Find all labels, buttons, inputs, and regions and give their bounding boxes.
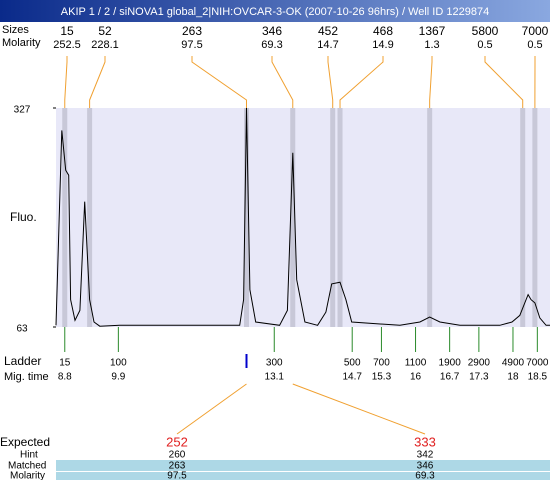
peak-connector xyxy=(271,56,294,108)
peak-size: 5800 xyxy=(472,24,499,38)
match-connector xyxy=(176,383,247,435)
hint-label: Hint xyxy=(20,450,38,461)
peak-size: 7000 xyxy=(522,24,549,38)
hint-value: 342 xyxy=(417,450,434,461)
matched-row xyxy=(56,460,550,471)
peak-band xyxy=(87,108,93,327)
ladder-time: 8.8 xyxy=(58,372,72,383)
peak-connector xyxy=(327,56,334,108)
ladder-time: 18 xyxy=(507,372,519,383)
matched-value: 346 xyxy=(417,461,434,472)
ladder-time: 13.1 xyxy=(265,372,285,383)
peak-band xyxy=(520,108,526,327)
peak-molarity: 69.3 xyxy=(261,39,282,51)
y-tick-label: 63 xyxy=(16,324,28,335)
peak-size: 346 xyxy=(262,24,282,38)
peak-connector xyxy=(191,56,247,108)
peak-band xyxy=(243,108,249,327)
ladder-size: 100 xyxy=(110,358,127,369)
peak-molarity: 97.5 xyxy=(181,39,202,51)
peak-molarity: 0.5 xyxy=(527,39,542,51)
ladder-size: 2900 xyxy=(468,358,491,369)
ladder-size: 1900 xyxy=(439,358,462,369)
ladder-time: 15.3 xyxy=(372,372,392,383)
ladder-time: 16 xyxy=(410,372,422,383)
y-tick-label: 327 xyxy=(14,105,31,116)
hint-value: 260 xyxy=(169,450,186,461)
molarity-row xyxy=(56,472,550,480)
peak-molarity: 252.5 xyxy=(53,39,81,51)
expected-value: 252 xyxy=(166,434,188,449)
plot-area xyxy=(56,108,550,327)
ladder-time: 16.7 xyxy=(440,372,460,383)
peak-band xyxy=(290,108,296,327)
peak-size: 15 xyxy=(60,24,74,38)
ladder-time: 9.9 xyxy=(111,372,125,383)
ladder-time: 18.5 xyxy=(528,372,548,383)
peak-molarity: 1.3 xyxy=(424,39,439,51)
title-bar xyxy=(0,0,550,22)
peak-size: 263 xyxy=(182,24,202,38)
ladder-size: 700 xyxy=(373,358,390,369)
sizes-label: Sizes xyxy=(2,24,29,36)
trace xyxy=(55,107,550,327)
ladder-time: 14.7 xyxy=(342,372,362,383)
ladder-size: 1100 xyxy=(405,358,427,369)
peak-connector xyxy=(64,56,68,108)
peak-connector xyxy=(484,56,524,108)
peak-molarity: 0.5 xyxy=(477,39,492,51)
peak-band xyxy=(330,108,336,327)
peak-size: 452 xyxy=(318,24,338,38)
matched-value: 263 xyxy=(169,461,186,472)
peak-molarity: 14.7 xyxy=(317,39,338,51)
window-title: AKIP 1 / 2 / siNOVA1 global_2|NIH:OVCAR-… xyxy=(61,6,489,18)
peak-size: 52 xyxy=(98,24,112,38)
match-molarity-value: 69.3 xyxy=(415,471,435,480)
peak-molarity: 14.9 xyxy=(372,39,393,51)
peak-band xyxy=(337,108,343,327)
peak-band xyxy=(62,108,68,327)
peak-connector xyxy=(429,56,433,108)
mig-time-label: Mig. time xyxy=(4,371,49,383)
y-axis-label: Fluo. xyxy=(10,210,37,224)
peak-band xyxy=(427,108,433,327)
ladder-size: 300 xyxy=(266,358,283,369)
expected-label: Expected xyxy=(0,435,50,449)
expected-value: 333 xyxy=(414,434,436,449)
ladder-label: Ladder xyxy=(4,354,41,368)
molarity-label: Molarity xyxy=(2,37,41,49)
matched-label: Matched xyxy=(8,461,46,472)
peak-band xyxy=(532,108,538,327)
match-molarity-label: Molarity xyxy=(10,471,45,480)
ladder-size: 7000 xyxy=(526,358,549,369)
ladder-size: 15 xyxy=(59,358,71,369)
ladder-size: 500 xyxy=(344,358,361,369)
peak-molarity: 228.1 xyxy=(91,39,119,51)
peak-size: 468 xyxy=(373,24,393,38)
match-molarity-value: 97.5 xyxy=(167,471,187,480)
peak-connector xyxy=(339,56,384,108)
match-connector xyxy=(292,383,426,435)
peak-size: 1367 xyxy=(419,24,446,38)
peak-connector xyxy=(89,56,106,108)
ladder-time: 17.3 xyxy=(469,372,489,383)
ladder-size: 4900 xyxy=(502,358,525,369)
